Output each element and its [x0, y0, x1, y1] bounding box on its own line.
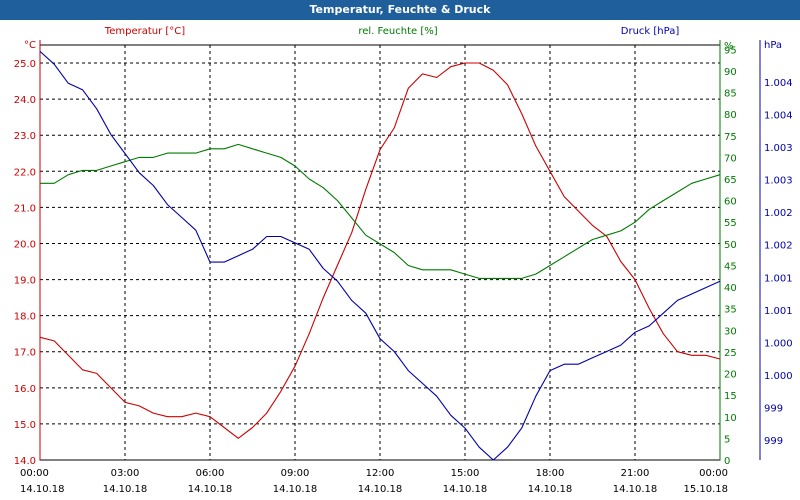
humidity-tick-label: 85: [724, 89, 737, 100]
pressure-tick-label: 1.000: [764, 371, 793, 382]
chart-series: [39, 50, 721, 461]
axis-labels: °C hPa Temperatur [°C] rel. Feuchte [%] Druc…: [24, 26, 782, 51]
humidity-tick-label: 70: [724, 153, 737, 164]
window-title: Temperatur, Feuchte & Druck: [0, 0, 800, 20]
humidity-tick-label: 5: [724, 434, 730, 445]
humidity-axis-title: rel. Feuchte [%]: [358, 26, 437, 37]
temperature-series-line: [39, 62, 721, 439]
x-tick-date: 15.10.18: [683, 484, 728, 495]
humidity-tick-label: %: [724, 41, 734, 52]
pressure-tick-label: 1.001: [764, 306, 793, 317]
humidity-series-line: [40, 143, 721, 279]
pressure-tick-label: 1.003: [764, 176, 793, 187]
x-tick-time: 03:00: [111, 468, 140, 479]
pressure-tick-label: 1.003: [764, 143, 793, 154]
x-tick-time: 18:00: [536, 468, 565, 479]
line-chart: 14.0 15.0 16.0 17.0 18.0 19.0 20.0 21.0 22.0 23.0…: [14, 26, 793, 495]
grid-lines: [40, 45, 720, 460]
x-tick-date: 14.10.18: [443, 484, 488, 495]
humidity-tick-label: 30: [724, 326, 737, 337]
pressure-unit-label: hPa: [764, 40, 782, 51]
pressure-tick-label: 999: [764, 403, 783, 414]
pressure-tick-label: 1.004: [764, 78, 793, 89]
x-tick-date: 14.10.18: [528, 484, 573, 495]
humidity-tick-label: 0: [724, 456, 730, 467]
pressure-tick-label: 1.002: [764, 208, 793, 219]
humidity-tick-label: 50: [724, 240, 737, 251]
humidity-tick-label: 25: [724, 348, 737, 359]
pressure-tick-label: 1.000: [764, 338, 793, 349]
temperature-tick-label: 14.0: [14, 456, 36, 467]
pressure-axis-title: Druck [hPa]: [621, 26, 680, 37]
tick-labels: 14.0 15.0 16.0 17.0 18.0 19.0 20.0 21.0 22.0 23.0…: [14, 41, 793, 495]
x-tick-date: 14.10.18: [20, 484, 65, 495]
pressure-tick-label: 999: [764, 436, 783, 447]
humidity-tick-label: 20: [724, 370, 737, 381]
x-tick-date: 14.10.18: [358, 484, 403, 495]
temperature-axis-title: Temperatur [°C]: [104, 26, 185, 37]
pressure-tick-label: 1.001: [764, 273, 793, 284]
temperature-tick-label: 17.0: [14, 348, 36, 359]
humidity-tick-label: 45: [724, 261, 737, 272]
x-tick-time: 00:00: [20, 468, 49, 479]
humidity-tick-label: 90: [724, 67, 737, 78]
plot-frame: [39, 40, 761, 461]
humidity-tick-label: 35: [724, 305, 737, 316]
temperature-unit-label: °C: [24, 40, 36, 51]
temperature-tick-label: 22.0: [14, 167, 36, 178]
humidity-tick-label: 55: [724, 218, 737, 229]
x-tick-time: 09:00: [281, 468, 310, 479]
temperature-tick-label: 18.0: [14, 312, 36, 323]
temperature-tick-label: 20.0: [14, 239, 36, 250]
x-tick-date: 14.10.18: [103, 484, 148, 495]
temperature-tick-label: 25.0: [14, 59, 36, 70]
humidity-tick-label: 10: [724, 413, 737, 424]
humidity-tick-label: 65: [724, 175, 737, 186]
temperature-tick-label: 23.0: [14, 131, 36, 142]
humidity-tick-label: 75: [724, 132, 737, 143]
temperature-tick-label: 24.0: [14, 95, 36, 106]
x-tick-time: 15:00: [451, 468, 480, 479]
humidity-tick-label: 40: [724, 283, 737, 294]
temperature-tick-label: 19.0: [14, 276, 36, 287]
pressure-series-line: [39, 50, 721, 461]
x-tick-date: 14.10.18: [273, 484, 318, 495]
x-tick-time: 06:00: [196, 468, 225, 479]
x-tick-date: 14.10.18: [613, 484, 658, 495]
temperature-tick-label: 15.0: [14, 420, 36, 431]
x-tick-time: 12:00: [366, 468, 395, 479]
temperature-tick-label: 21.0: [14, 203, 36, 214]
humidity-tick-label: 80: [724, 110, 737, 121]
pressure-tick-label: 1.004: [764, 111, 793, 122]
humidity-tick-label: 15: [724, 391, 737, 402]
x-tick-time: 21:00: [621, 468, 650, 479]
temperature-tick-label: 16.0: [14, 384, 36, 395]
humidity-tick-label: 60: [724, 197, 737, 208]
humidity-tick-label: 95: [724, 45, 737, 56]
x-tick-time: 00:00: [699, 468, 728, 479]
pressure-tick-label: 1.002: [764, 241, 793, 252]
x-tick-date: 14.10.18: [188, 484, 233, 495]
